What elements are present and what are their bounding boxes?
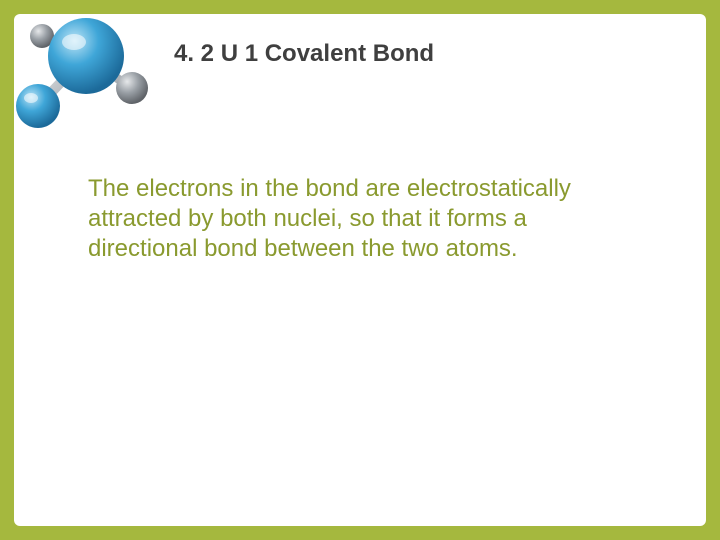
slide-body-text: The electrons in the bond are electrosta… — [88, 174, 626, 264]
molecule-icon — [8, 8, 168, 138]
slide-frame: 4. 2 U 1 Covalent Bond The electrons in … — [14, 14, 706, 526]
slide-heading: 4. 2 U 1 Covalent Bond — [174, 40, 434, 68]
